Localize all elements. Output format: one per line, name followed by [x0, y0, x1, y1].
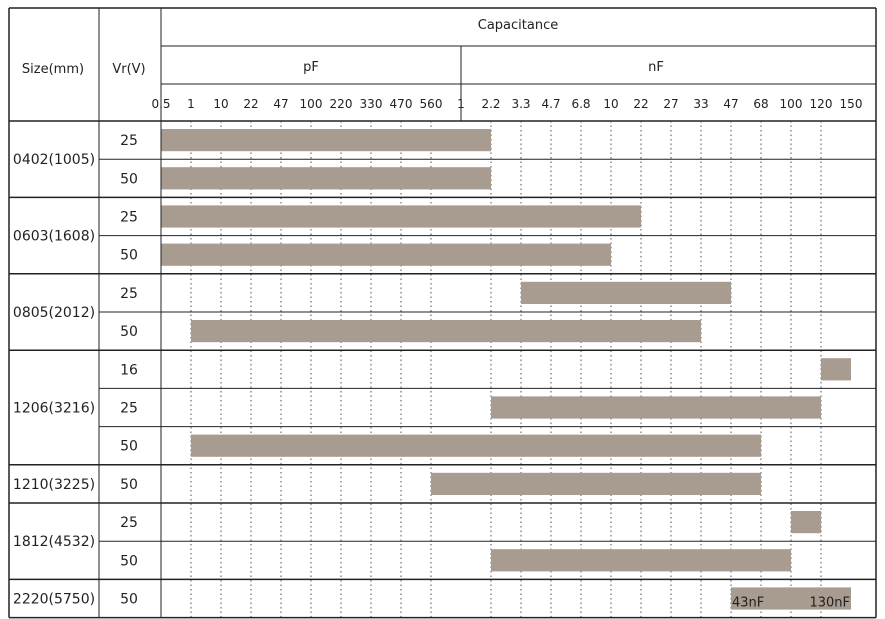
- range-bars: [161, 129, 851, 610]
- bar-1206(3216)-50-0: [191, 434, 761, 457]
- unit-label-pF: pF: [303, 60, 319, 75]
- tick-label-15: 10: [603, 97, 618, 111]
- bar-label-end: 130nF: [809, 596, 850, 611]
- tick-label-20: 68: [753, 97, 768, 111]
- size-label-4: 1210(3225): [13, 477, 95, 493]
- bar-0603(1608)-50-0: [161, 243, 611, 266]
- voltage-header: Vr(V): [112, 62, 145, 77]
- size-label-2: 0805(2012): [13, 305, 95, 321]
- size-label-6: 2220(5750): [13, 592, 95, 608]
- capacitance-header: Capacitance: [478, 18, 558, 33]
- voltage-label-7: 25: [120, 401, 138, 417]
- tick-label-9: 560: [420, 97, 443, 111]
- tick-label-7: 330: [360, 97, 383, 111]
- voltage-label-9: 50: [120, 477, 138, 493]
- bar-1206(3216)-25-0: [491, 396, 821, 419]
- bar-1210(3225)-50-0: [431, 472, 761, 495]
- tick-label-19: 47: [723, 97, 738, 111]
- tick-label-17: 27: [663, 97, 678, 111]
- voltage-label-10: 25: [120, 515, 138, 531]
- voltage-label-0: 25: [120, 133, 138, 149]
- bar-0603(1608)-25-0: [161, 205, 641, 228]
- bar-0805(2012)-50-0: [191, 320, 701, 343]
- bar-0402(1005)-25-0: [161, 129, 491, 152]
- tick-label-22: 120: [810, 97, 833, 111]
- tick-label-13: 4.7: [541, 97, 560, 111]
- voltage-label-11: 50: [120, 553, 138, 569]
- voltage-label-12: 50: [120, 592, 138, 608]
- voltage-label-8: 50: [120, 439, 138, 455]
- tick-label-16: 22: [633, 97, 648, 111]
- table-lines: [8, 7, 877, 619]
- tick-label-11: 2.2: [481, 97, 500, 111]
- bar-1206(3216)-16-0: [821, 358, 851, 381]
- bar-0805(2012)-25-0: [521, 281, 731, 304]
- bar-1812(4532)-25-0: [791, 511, 821, 534]
- size-header: Size(mm): [22, 62, 84, 77]
- tick-label-6: 220: [330, 97, 353, 111]
- unit-label-nF: nF: [648, 60, 664, 75]
- tick-label-3: 22: [243, 97, 258, 111]
- bar-0402(1005)-50-0: [161, 167, 491, 190]
- bar-1812(4532)-50-0: [491, 549, 791, 572]
- tick-label-0: 0.5: [151, 97, 170, 111]
- tick-label-18: 33: [693, 97, 708, 111]
- tick-label-23: 150: [840, 97, 863, 111]
- tick-label-5: 100: [300, 97, 323, 111]
- tick-label-1: 1: [187, 97, 195, 111]
- voltage-label-5: 50: [120, 324, 138, 340]
- voltage-label-2: 25: [120, 210, 138, 226]
- tick-label-2: 10: [213, 97, 228, 111]
- tick-label-14: 6.8: [571, 97, 590, 111]
- tick-label-21: 100: [780, 97, 803, 111]
- size-label-5: 1812(4532): [13, 534, 95, 550]
- tick-label-4: 47: [273, 97, 288, 111]
- tick-label-10: 1: [457, 97, 465, 111]
- grid-lines: [190, 121, 822, 618]
- size-label-0: 0402(1005): [13, 152, 95, 168]
- size-label-1: 0603(1608): [13, 229, 95, 245]
- voltage-label-1: 50: [120, 171, 138, 187]
- bar-2220(5750)-50-0: [731, 587, 851, 610]
- tick-label-8: 470: [390, 97, 413, 111]
- voltage-label-4: 25: [120, 286, 138, 302]
- voltage-label-3: 50: [120, 248, 138, 264]
- voltage-label-6: 16: [120, 362, 138, 378]
- bar-label-start: 43nF: [732, 596, 764, 611]
- table-text: Capacitance Size(mm) Vr(V) 43nF 130nF pF nF…: [13, 18, 863, 611]
- tick-label-12: 3.3: [511, 97, 530, 111]
- size-label-3: 1206(3216): [13, 401, 95, 417]
